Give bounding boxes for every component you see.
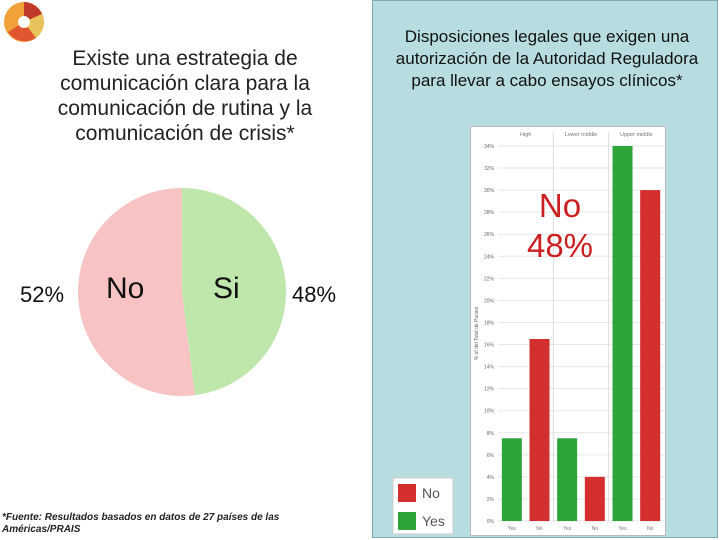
pie-slice-si [182, 188, 287, 396]
pie-label-no: No [106, 272, 145, 305]
pie-label-si: Si [213, 272, 240, 305]
bar-panel-title: Disposiciones legales que exigen una aut… [395, 27, 699, 90]
footnote: *Fuente: Resultados basados en datos de … [2, 512, 280, 535]
pie-chart-title: Existe una estrategia de comunicación cl… [57, 47, 313, 145]
logo-icon [4, 2, 44, 42]
pie-chart [78, 188, 287, 396]
callout-no-48: No 48% [526, 187, 594, 264]
pie-pct-no: 52% [20, 282, 65, 307]
pie-pct-si: 48% [292, 282, 337, 307]
pie-slice-no [78, 188, 196, 396]
